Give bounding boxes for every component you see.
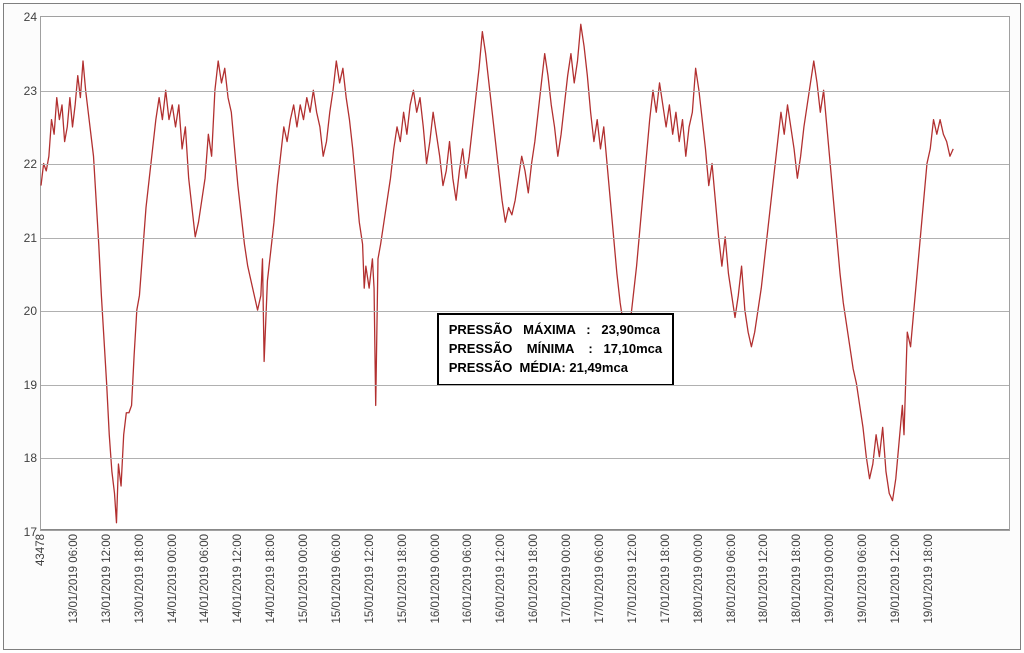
x-axis-line [41,529,1009,530]
gridline [41,385,1009,386]
gridline [41,311,1009,312]
x-tick-label: 19/01/2019 00:00 [824,534,836,644]
plot-area: PRESSÃO MÁXIMA : 23,90mca PRESSÃO MÍNIMA… [40,16,1010,531]
x-tick-label: 43478 [35,534,47,644]
pressure-series-path [41,24,953,522]
gridline [41,238,1009,239]
stats-info-box: PRESSÃO MÁXIMA : 23,90mca PRESSÃO MÍNIMA… [437,313,674,386]
x-tick-label: 19/01/2019 18:00 [923,534,935,644]
x-tick-label: 14/01/2019 00:00 [167,534,179,644]
chart-outer-frame: PRESSÃO MÁXIMA : 23,90mca PRESSÃO MÍNIMA… [3,3,1021,650]
gridline [41,91,1009,92]
y-tick-label: 21 [7,231,37,245]
x-tick-label: 16/01/2019 06:00 [462,534,474,644]
x-tick-label: 18/01/2019 18:00 [791,534,803,644]
x-tick-label: 13/01/2019 06:00 [68,534,80,644]
x-tick-label: 18/01/2019 06:00 [726,534,738,644]
y-tick-label: 19 [7,378,37,392]
y-tick-label: 17 [7,525,37,539]
x-tick-label: 18/01/2019 12:00 [758,534,770,644]
x-tick-label: 17/01/2019 00:00 [561,534,573,644]
gridline [41,458,1009,459]
x-tick-label: 19/01/2019 06:00 [857,534,869,644]
x-tick-label: 19/01/2019 12:00 [890,534,902,644]
x-tick-label: 15/01/2019 00:00 [298,534,310,644]
x-tick-label: 16/01/2019 12:00 [495,534,507,644]
x-tick-label: 15/01/2019 12:00 [364,534,376,644]
x-tick-label: 16/01/2019 18:00 [528,534,540,644]
x-tick-label: 15/01/2019 06:00 [331,534,343,644]
x-tick-label: 18/01/2019 00:00 [693,534,705,644]
x-tick-label: 14/01/2019 06:00 [199,534,211,644]
x-tick-label: 17/01/2019 06:00 [594,534,606,644]
y-tick-label: 20 [7,304,37,318]
x-tick-label: 17/01/2019 12:00 [627,534,639,644]
y-tick-label: 22 [7,157,37,171]
x-tick-label: 15/01/2019 18:00 [397,534,409,644]
x-tick-label: 14/01/2019 12:00 [232,534,244,644]
gridline [41,164,1009,165]
x-tick-label: 16/01/2019 00:00 [430,534,442,644]
y-tick-label: 23 [7,84,37,98]
x-tick-label: 13/01/2019 12:00 [101,534,113,644]
x-tick-label: 17/01/2019 18:00 [660,534,672,644]
y-tick-label: 18 [7,451,37,465]
y-tick-label: 24 [7,10,37,24]
pressure-line-series [41,17,1009,530]
x-tick-label: 14/01/2019 18:00 [265,534,277,644]
x-tick-label: 13/01/2019 18:00 [134,534,146,644]
